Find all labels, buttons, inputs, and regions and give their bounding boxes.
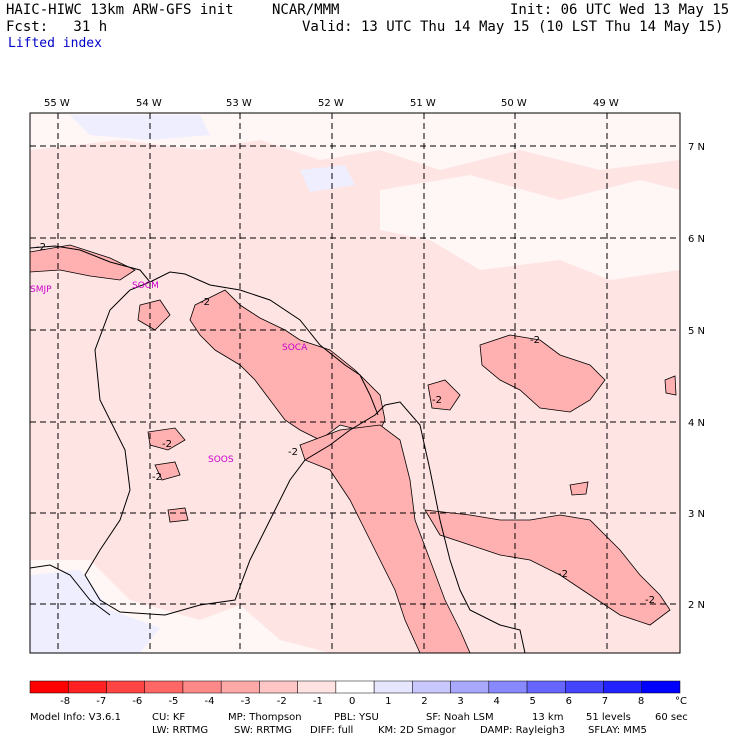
colorbar-tick: -3 (241, 696, 251, 707)
footer-damp: DAMP: Rayleigh3 (480, 725, 566, 736)
colorbar-swatch (641, 680, 681, 694)
colorbar-tick: -6 (132, 696, 142, 707)
colorbar-tick-labels: -8 -7 -6 -5 -4 -3 -2 -1 0 1 2 3 4 5 6 7 8 (60, 696, 644, 707)
contour-label: -2 (162, 439, 172, 450)
colorbar-tick: -4 (205, 696, 215, 707)
lat-label: 5 N (688, 326, 705, 337)
lat-label: 3 N (688, 509, 705, 520)
lon-label: 54 W (136, 98, 162, 109)
lat-label: 7 N (688, 142, 705, 153)
lat-label: 6 N (688, 234, 705, 245)
colorbar-tick: -7 (96, 696, 106, 707)
colorbar-tick: 0 (349, 696, 355, 707)
colorbar-swatch (106, 680, 145, 694)
colorbar-swatch (450, 680, 490, 694)
station-smjp: SMJP (30, 285, 52, 295)
colorbar-tick: -8 (60, 696, 70, 707)
colorbar-tick: -5 (168, 696, 178, 707)
contour-label: -2 (288, 447, 298, 458)
lon-label: 55 W (44, 98, 70, 109)
forecast-hour: Fcst: 31 h (6, 19, 108, 35)
contour-label: -2 (432, 395, 442, 406)
colorbar-tick: -2 (277, 696, 287, 707)
colorbar-swatch (144, 680, 184, 694)
unstable-areas (29, 244, 677, 654)
footer-cu: CU: KF (152, 712, 186, 723)
colorbar (29, 680, 681, 694)
valid-time: Valid: 13 UTC Thu 14 May 15 (10 LST Thu … (302, 19, 724, 35)
colorbar-tick: 3 (457, 696, 463, 707)
colorbar-swatch (526, 680, 566, 694)
contour-label: -2 (558, 569, 568, 580)
borders (29, 245, 526, 654)
colorbar-tick: 8 (638, 696, 644, 707)
lon-label: 52 W (318, 98, 344, 109)
footer-levels: 51 levels (586, 712, 631, 723)
lat-label: 2 N (688, 600, 705, 611)
lon-label: 53 W (226, 98, 252, 109)
graticule (30, 113, 680, 653)
lon-label: 50 W (501, 98, 527, 109)
map-frame (29, 112, 681, 654)
lat-label: 4 N (688, 418, 705, 429)
colorbar-swatch (29, 680, 69, 694)
longitude-labels: 55 W 54 W 53 W 52 W 51 W 50 W 49 W (44, 98, 619, 109)
footer-sf: SF: Noah LSM (426, 712, 494, 723)
colorbar-tick: 5 (530, 696, 536, 707)
contour-label: -2 (200, 297, 210, 308)
colorbar-tick: 2 (421, 696, 427, 707)
latitude-labels: 7 N 6 N 5 N 4 N 3 N 2 N (688, 142, 705, 611)
colorbar-tick: 6 (566, 696, 572, 707)
footer-sw: SW: RRTMG (234, 725, 292, 736)
footer-resolution: 13 km (532, 712, 564, 723)
footer-model-info: Model Info: V3.6.1 (30, 712, 121, 723)
init-time: Init: 06 UTC Wed 13 May 15 (510, 2, 730, 18)
contour-labels: -2 -2 -2 -2 -2 -2 -2 -2 -2 (36, 242, 655, 606)
station-socm: SOCM (132, 281, 159, 291)
colorbar-tick: 7 (602, 696, 608, 707)
station-soca: SOCA (282, 343, 308, 353)
footer-timestep: 60 sec (655, 712, 688, 723)
model-title: HAIC-HIWC 13km ARW-GFS init (6, 2, 234, 18)
footer-sflay: SFLAY: MM5 (588, 725, 647, 736)
colorbar-swatch (373, 680, 413, 694)
footer-diff: DIFF: full (310, 725, 354, 736)
colorbar-swatch (67, 680, 107, 694)
lon-label: 49 W (593, 98, 619, 109)
colorbar-swatch (220, 680, 260, 694)
agency-label: NCAR/MMM (272, 2, 340, 18)
colorbar-swatch (335, 680, 375, 694)
colorbar-swatch (412, 680, 451, 694)
footer-km: KM: 2D Smagor (378, 725, 456, 736)
colorbar-swatch (603, 680, 643, 694)
colorbar-tick: 1 (385, 696, 391, 707)
footer-lw: LW: RRTMG (152, 725, 209, 736)
colorbar-tick: 4 (493, 696, 499, 707)
station-labels: SMJP SOCM SOCA SOOS (30, 281, 308, 465)
lon-label: 51 W (410, 98, 436, 109)
field-name: Lifted index (8, 36, 102, 51)
contour-label: -2 (152, 472, 162, 483)
positive-areas (30, 115, 355, 653)
contour-label: -2 (645, 595, 655, 606)
colorbar-tick: -1 (313, 696, 323, 707)
colorbar-swatch (297, 680, 337, 694)
colorbar-swatch (488, 680, 528, 694)
colorbar-swatch (259, 680, 298, 694)
colorbar-unit: °C (675, 696, 687, 707)
footer-mp: MP: Thompson (228, 712, 302, 723)
colorbar-swatch (182, 680, 222, 694)
colorbar-swatch (565, 680, 604, 694)
contour-label: -2 (36, 242, 46, 253)
footer-pbl: PBL: YSU (334, 712, 379, 723)
contour-label: -2 (530, 335, 540, 346)
station-soos: SOOS (208, 455, 234, 465)
